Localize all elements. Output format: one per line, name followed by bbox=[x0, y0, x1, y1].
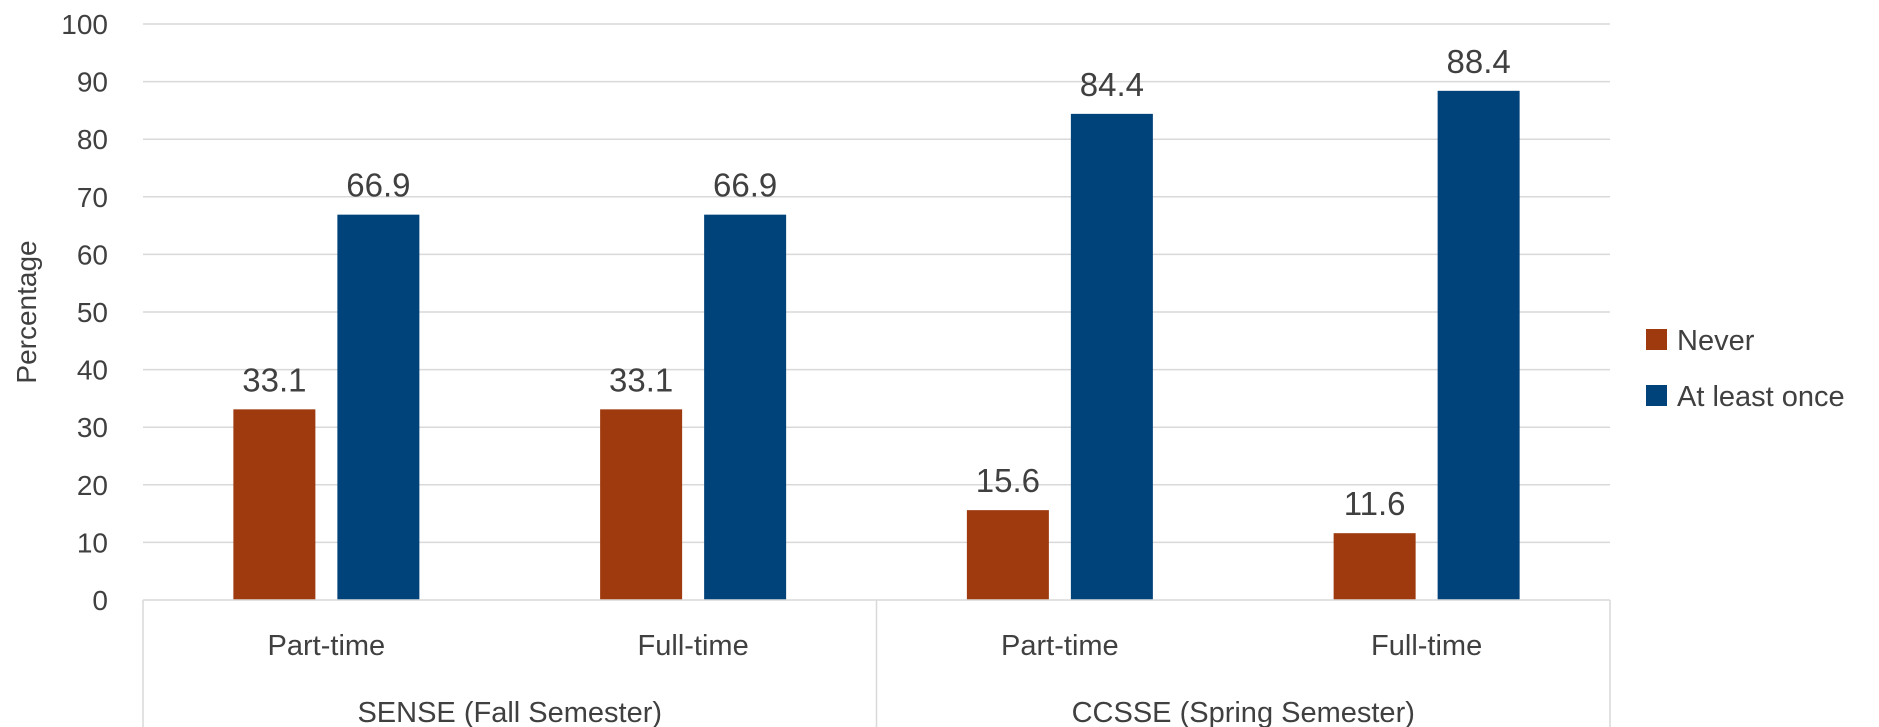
bar-at-least-once bbox=[1070, 113, 1153, 600]
data-label: 15.6 bbox=[976, 462, 1040, 499]
x-category-label: Full-time bbox=[638, 630, 749, 662]
bar-never bbox=[966, 510, 1049, 600]
x-axis: Part-time Full-time Part-time Full-time SENS… bbox=[142, 599, 1611, 727]
data-labels: 33.1 33.1 15.6 11.6 66.9 66.9 84.4 88.4 bbox=[242, 43, 1510, 522]
legend-swatch-never bbox=[1646, 329, 1667, 350]
x-category-label: Full-time bbox=[1371, 630, 1482, 662]
y-axis-ticks: 0 10 20 30 40 50 60 70 80 90 100 bbox=[61, 9, 108, 616]
x-category-label: Part-time bbox=[1001, 630, 1119, 662]
x-group-label: CCSSE (Spring Semester) bbox=[1072, 697, 1415, 727]
legend: Never At least once bbox=[1646, 325, 1845, 413]
bar-never bbox=[600, 409, 683, 600]
bar-never bbox=[233, 409, 316, 600]
x-category-label: Part-time bbox=[268, 630, 386, 662]
bar-at-least-once bbox=[704, 214, 787, 600]
data-label: 11.6 bbox=[1344, 485, 1406, 522]
y-tick-label: 90 bbox=[77, 67, 108, 98]
y-tick-label: 0 bbox=[92, 585, 108, 616]
bar-never bbox=[1333, 533, 1416, 600]
y-tick-label: 70 bbox=[77, 182, 108, 213]
y-axis-label: Percentage bbox=[11, 240, 42, 383]
y-tick-label: 40 bbox=[77, 355, 108, 386]
bar-at-least-once bbox=[337, 214, 420, 600]
data-label: 88.4 bbox=[1447, 43, 1511, 80]
y-tick-label: 30 bbox=[77, 412, 108, 443]
y-tick-label: 20 bbox=[77, 470, 108, 501]
data-label: 33.1 bbox=[242, 361, 306, 398]
x-group-label: SENSE (Fall Semester) bbox=[357, 697, 662, 727]
data-label: 66.9 bbox=[346, 167, 410, 204]
y-tick-label: 100 bbox=[61, 9, 108, 40]
legend-swatch-at-least-once bbox=[1646, 385, 1667, 406]
bar-at-least-once bbox=[1437, 90, 1520, 600]
y-tick-label: 50 bbox=[77, 297, 108, 328]
bars bbox=[233, 90, 1520, 600]
y-tick-label: 80 bbox=[77, 124, 108, 155]
y-tick-label: 10 bbox=[77, 527, 108, 558]
legend-label: At least once bbox=[1677, 381, 1845, 413]
data-label: 33.1 bbox=[609, 361, 673, 398]
legend-label: Never bbox=[1677, 325, 1755, 357]
data-label: 84.4 bbox=[1080, 66, 1144, 103]
data-label: 66.9 bbox=[713, 167, 777, 204]
y-tick-label: 60 bbox=[77, 239, 108, 270]
